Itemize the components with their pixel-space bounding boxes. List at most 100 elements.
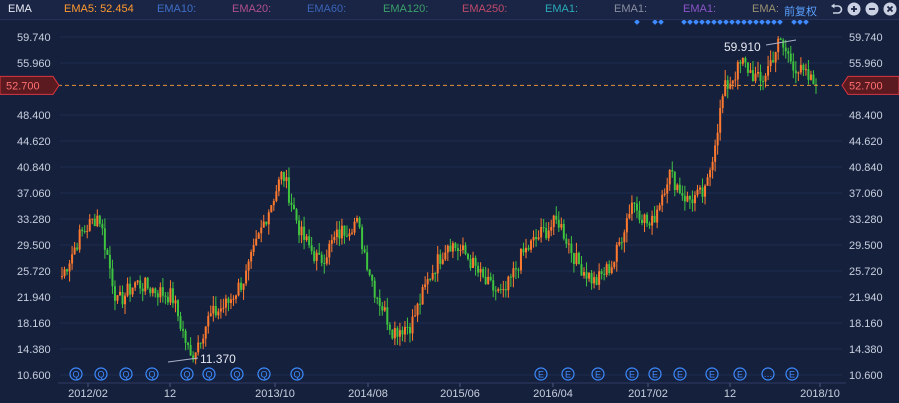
candle-body (555, 215, 558, 220)
quarterly-report-marker[interactable] (230, 367, 244, 381)
y-tick-label-right: 33.280 (849, 214, 883, 226)
candle-body (366, 252, 369, 270)
candle-body (280, 171, 283, 180)
candle-body (333, 237, 336, 241)
candle-body (527, 247, 530, 250)
candle-body (139, 280, 142, 289)
top-diamond-marker (797, 19, 803, 25)
candle-body (424, 284, 427, 288)
candle-body (588, 272, 591, 279)
candle-body (585, 272, 588, 279)
candle-body (572, 253, 575, 264)
candle-body (782, 39, 785, 48)
quarterly-report-marker[interactable] (180, 367, 194, 381)
candle-body (144, 277, 147, 292)
candle-body (275, 191, 278, 202)
candle-body (103, 228, 106, 250)
candle-body (108, 254, 111, 269)
candle-body (131, 287, 134, 295)
equity-event-marker[interactable] (785, 367, 799, 381)
candle-body (305, 236, 308, 240)
ema60-label: EMA60: (307, 3, 347, 15)
equity-event-marker[interactable] (561, 367, 575, 381)
top-diamond-marker (791, 19, 797, 25)
y-tick-label-right: 21.940 (849, 292, 883, 304)
candle-body (393, 328, 396, 339)
top-diamond-marker (658, 19, 664, 25)
plus-icon[interactable] (847, 2, 861, 16)
candle-body (643, 214, 646, 223)
equity-event-marker[interactable] (733, 367, 747, 381)
candle-body (358, 218, 361, 228)
candle-body (759, 71, 762, 82)
quarterly-report-marker[interactable] (145, 367, 159, 381)
adjust-price-button[interactable]: 前复权 (784, 6, 817, 18)
candle-body (81, 229, 84, 232)
y-tick-label-right: 59.740 (849, 32, 883, 44)
top-diamond-marker (634, 19, 640, 25)
candle-body (272, 201, 275, 206)
quarterly-report-marker[interactable] (290, 367, 304, 381)
candle-body (464, 245, 467, 254)
candle-body (68, 263, 71, 272)
candle-body (605, 264, 608, 275)
high-annotation-leader (765, 39, 797, 46)
candle-body (303, 226, 306, 240)
quarterly-report-marker[interactable] (94, 367, 108, 381)
candle-body (709, 170, 712, 178)
candle-body (545, 228, 548, 239)
candle-body (345, 235, 348, 237)
candle-body (403, 326, 406, 335)
equity-event-marker[interactable] (648, 367, 662, 381)
candle-body (754, 73, 757, 82)
quarterly-report-marker-glyph: Q (97, 370, 104, 380)
candle-body (451, 243, 454, 252)
candle-body (651, 215, 654, 226)
candle-body (116, 295, 119, 301)
candle-body (610, 267, 613, 273)
ema120-label: EMA120: (383, 3, 429, 15)
candle-body (565, 238, 568, 244)
minus-icon[interactable] (865, 2, 879, 16)
candle-body (540, 227, 543, 238)
candle-body (255, 238, 258, 246)
equity-event-marker[interactable] (625, 367, 639, 381)
quarterly-report-marker-glyph: Q (72, 370, 79, 380)
price-tag-right (841, 75, 899, 95)
candle-body (603, 273, 606, 275)
close-icon[interactable] (883, 2, 897, 16)
candle-body (613, 261, 616, 268)
equity-event-marker[interactable] (534, 367, 548, 381)
candle-body (625, 218, 628, 233)
top-diamond-marker (777, 19, 783, 25)
quarterly-report-marker[interactable] (202, 367, 216, 381)
quarterly-report-marker[interactable] (119, 367, 133, 381)
quarterly-report-marker-glyph: Q (293, 370, 300, 380)
candle-body (646, 214, 649, 224)
undo-icon[interactable] (829, 2, 843, 16)
candle-body (799, 64, 802, 73)
quarterly-report-marker-glyph: Q (260, 370, 267, 380)
equity-event-marker[interactable] (673, 367, 687, 381)
candle-body (802, 64, 805, 71)
indicator-name[interactable]: EMA (8, 3, 32, 15)
candle-body (784, 47, 787, 52)
candle-body (484, 276, 487, 285)
candle-body (212, 305, 215, 314)
equity-event-marker[interactable] (705, 367, 719, 381)
low-annotation-leader (167, 357, 199, 363)
equity-event-marker[interactable] (591, 367, 605, 381)
candle-body (159, 287, 162, 298)
candle-body (129, 283, 132, 295)
candle-body (371, 275, 374, 281)
more-events-marker[interactable] (761, 367, 775, 381)
top-diamond-marker (747, 19, 753, 25)
candle-body (204, 326, 207, 339)
equity-event-marker-glyph: E (595, 370, 601, 380)
quarterly-report-marker[interactable] (69, 367, 83, 381)
candle-body (641, 219, 643, 223)
candle-body (106, 249, 109, 255)
quarterly-report-marker[interactable] (257, 367, 271, 381)
candle-body (310, 245, 313, 252)
price-tag-left (0, 75, 60, 95)
